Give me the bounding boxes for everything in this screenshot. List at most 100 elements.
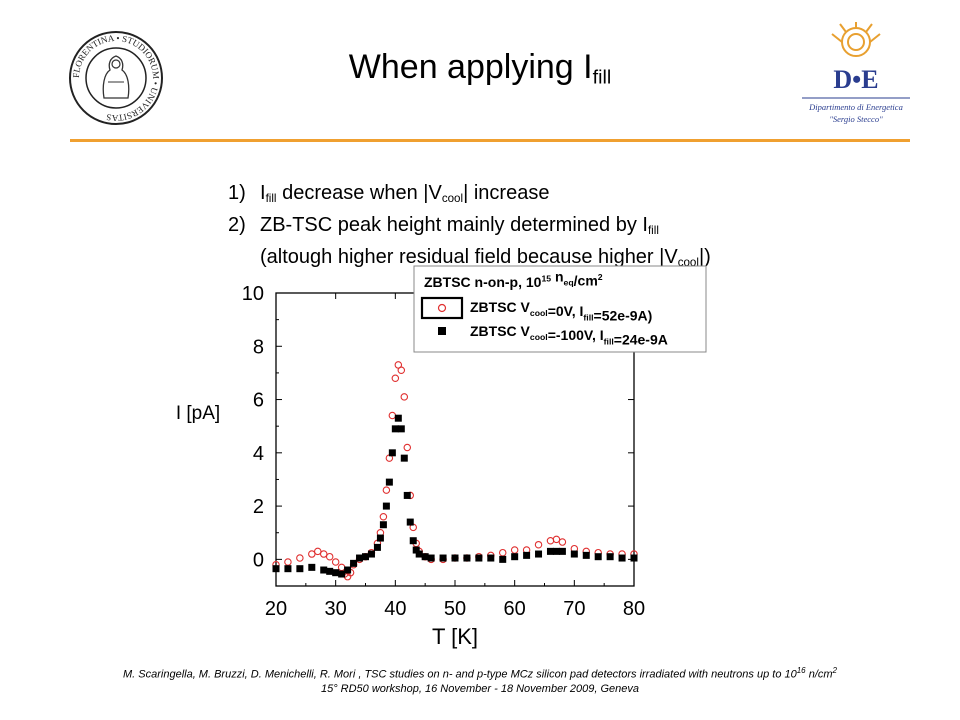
citation-footer: M. Scaringella, M. Bruzzi, D. Menichelli… (0, 664, 960, 696)
data-point (284, 558, 292, 566)
title-divider (70, 139, 910, 142)
data-point (362, 553, 369, 561)
data-point (314, 547, 322, 556)
data-point (463, 554, 471, 562)
data-point (397, 366, 406, 374)
bullet-text: decrease when |V (276, 182, 442, 204)
data-point (570, 550, 578, 558)
data-point (451, 554, 459, 562)
data-point (388, 411, 397, 420)
legend-entry: ZBTSC Vcool=-100V, Ifill=24e-9A (470, 323, 668, 347)
data-point (326, 567, 334, 575)
chart-legend: ZBTSC n-on-p, 1015 neq/cm2 ZBTSC Vcool=0V… (413, 265, 707, 353)
department-name: Dipartimento di Energetica (808, 102, 903, 112)
slide-title: When applying Ifill (0, 48, 960, 90)
data-point (379, 521, 387, 529)
series-filled-square (272, 414, 638, 578)
data-point (400, 393, 409, 401)
university-seal-logo: FLORENTINA • STUDIORUM • UNIVERSITAS (68, 30, 164, 131)
data-point (511, 553, 519, 561)
data-point (558, 547, 566, 555)
data-point (427, 554, 435, 562)
y-tick-label: 8 (253, 336, 264, 358)
y-tick-label: 2 (253, 496, 264, 518)
data-point (320, 566, 328, 574)
legend-entry: ZBTSC Vcool=0V, Ifill=52e-9A) (470, 299, 652, 323)
data-point (606, 553, 614, 561)
data-point (498, 548, 507, 557)
y-tick-label: 4 (253, 443, 264, 465)
data-point (421, 553, 429, 561)
department-subname: "Sergio Stecco" (829, 114, 883, 124)
data-point (308, 550, 316, 558)
data-point (394, 414, 402, 422)
workshop-line: 15° RD50 workshop, 16 November - 18 Nove… (320, 682, 640, 695)
data-point (319, 550, 328, 558)
data-point (373, 543, 381, 551)
department-mark: D•E (833, 65, 878, 94)
data-point (308, 563, 316, 571)
legend-marker-circle (437, 303, 447, 313)
data-point (400, 454, 408, 462)
x-axis-label: T [K] (432, 624, 478, 649)
y-tick-label: 10 (242, 283, 264, 305)
data-point (325, 552, 334, 561)
bullet-text: I (260, 182, 266, 204)
legend-title: ZBTSC n-on-p, 1015 neq/cm2 (424, 268, 603, 290)
data-point (439, 554, 447, 562)
y-axis-label: I [pA] (176, 403, 220, 424)
bullet-text: |) (698, 246, 711, 269)
data-point (388, 449, 396, 457)
data-point (594, 553, 602, 561)
data-point (296, 565, 304, 573)
data-point (379, 512, 388, 521)
data-point (403, 491, 411, 499)
data-point (331, 558, 340, 566)
data-point (338, 570, 346, 578)
department-logo: D•E Dipartimento di Energetica "Sergio S… (798, 20, 914, 137)
data-point (382, 502, 390, 510)
series-open-circle (272, 361, 638, 581)
data-point (552, 547, 560, 555)
y-tick-label: 0 (253, 549, 264, 571)
x-tick-label: 80 (623, 598, 645, 620)
data-point (523, 551, 531, 559)
data-point (344, 566, 352, 574)
bullet-2: 2) ZB-TSC peak height mainly determined b… (228, 212, 711, 244)
bullet-number: 1) (228, 182, 246, 204)
data-point (415, 550, 423, 558)
bullet-text: fill (647, 224, 659, 238)
data-point (356, 554, 364, 562)
title-text: When applying I (348, 48, 593, 86)
data-point (618, 554, 626, 562)
title-subscript: fill (592, 66, 612, 89)
bullet-text: ZB-TSC peak height mainly determined by … (260, 214, 648, 237)
data-point (385, 478, 393, 486)
data-point (412, 546, 420, 554)
data-point (546, 536, 555, 545)
x-tick-label: 30 (325, 598, 347, 620)
data-point (367, 550, 375, 558)
data-point (409, 537, 417, 545)
x-tick-label: 60 (504, 598, 526, 620)
data-point (376, 534, 384, 542)
data-point (272, 565, 280, 573)
data-point (337, 563, 346, 572)
y-tick-label: 6 (253, 390, 264, 412)
data-point (552, 535, 561, 544)
data-point (296, 554, 304, 562)
bullet-1: 1) Ifill decrease when |Vcool| increase (228, 180, 711, 212)
data-point (382, 486, 391, 494)
bullet-text: fill (265, 192, 277, 206)
data-point (475, 554, 483, 562)
x-tick-label: 40 (384, 598, 406, 620)
bullet-text: cool (441, 192, 464, 206)
legend-marker-square (438, 327, 446, 335)
data-point (284, 565, 292, 573)
data-point (630, 554, 638, 562)
data-point (391, 374, 400, 382)
data-point (391, 425, 399, 433)
data-point (406, 518, 414, 526)
citation-line: M. Scaringella, M. Bruzzi, D. Menichelli… (123, 666, 837, 681)
